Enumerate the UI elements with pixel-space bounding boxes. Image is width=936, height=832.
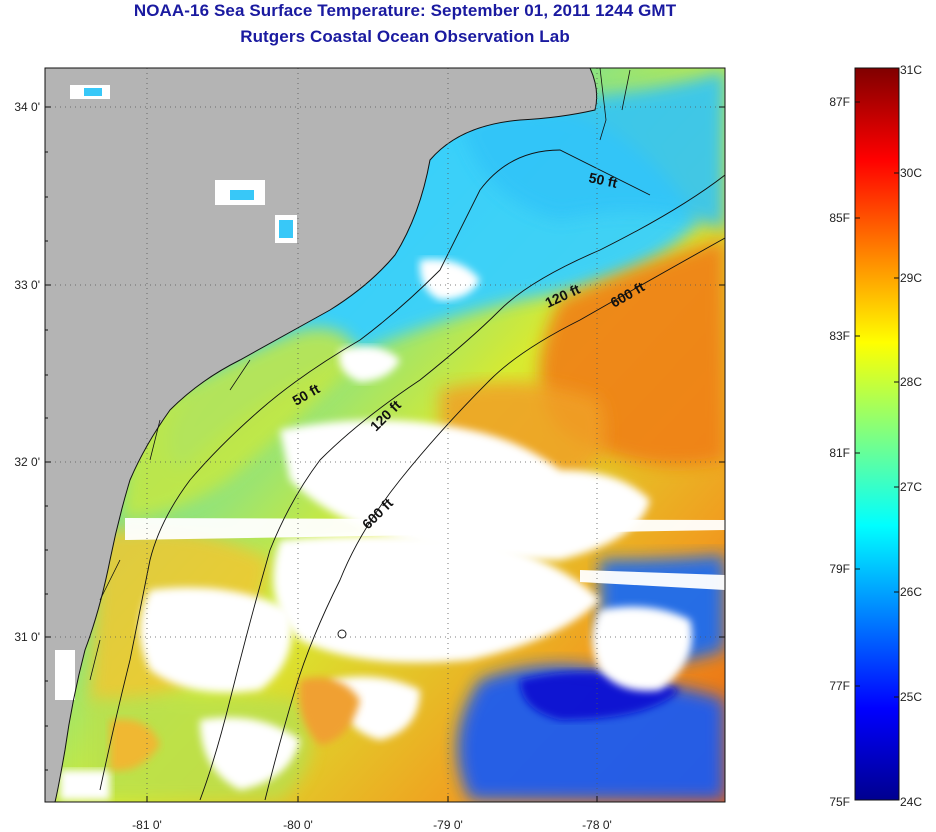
colorbar-label-28c: 28C: [900, 375, 923, 389]
isobath-600ft: [264, 237, 725, 801]
colorbar-label-24c: 24C: [900, 795, 923, 809]
isobath-label-50ft-north: 50 ft: [587, 169, 619, 191]
colorbar-label-87f: 87F: [829, 95, 850, 109]
graticule: [45, 68, 725, 802]
colorbar-label-81f: 81F: [829, 446, 850, 460]
lon-label-80: -80 0': [283, 818, 313, 832]
lon-label-78: -78 0': [582, 818, 612, 832]
isobath-50ft: [99, 149, 651, 791]
colorbar-label-27c: 27C: [900, 480, 923, 494]
cloud-mask: [60, 259, 725, 800]
map-frame: [44, 67, 726, 803]
lon-label-79: -79 0': [433, 818, 463, 832]
colorbar-label-85f: 85F: [829, 211, 850, 225]
lat-label-33: 33 0': [14, 278, 40, 292]
colorbar: [855, 68, 899, 800]
colorbar-label-77f: 77F: [829, 679, 850, 693]
coastline: [54, 68, 598, 802]
isobath-120ft: [199, 174, 725, 801]
lat-label-34: 34 0': [14, 100, 40, 114]
colorbar-label-31c: 31C: [900, 63, 923, 77]
colorbar-label-75f: 75F: [829, 795, 850, 809]
colorbar-ticks: [855, 101, 899, 698]
colorbar-label-83f: 83F: [829, 329, 850, 343]
map-title: NOAA-16 Sea Surface Temperature: Septemb…: [133, 1, 677, 20]
colorbar-label-30c: 30C: [900, 166, 923, 180]
colorbar-label-29c: 29C: [900, 271, 923, 285]
colorbar-label-25c: 25C: [900, 690, 923, 704]
colorbar-label-79f: 79F: [829, 562, 850, 576]
lon-label-81: -81 0': [132, 818, 162, 832]
land-mass: [45, 68, 597, 802]
map-subtitle: Rutgers Coastal Ocean Observation Lab: [240, 27, 570, 46]
lat-label-31: 31 0': [14, 630, 40, 644]
colorbar-label-26c: 26C: [900, 585, 923, 599]
lat-label-32: 32 0': [14, 455, 40, 469]
